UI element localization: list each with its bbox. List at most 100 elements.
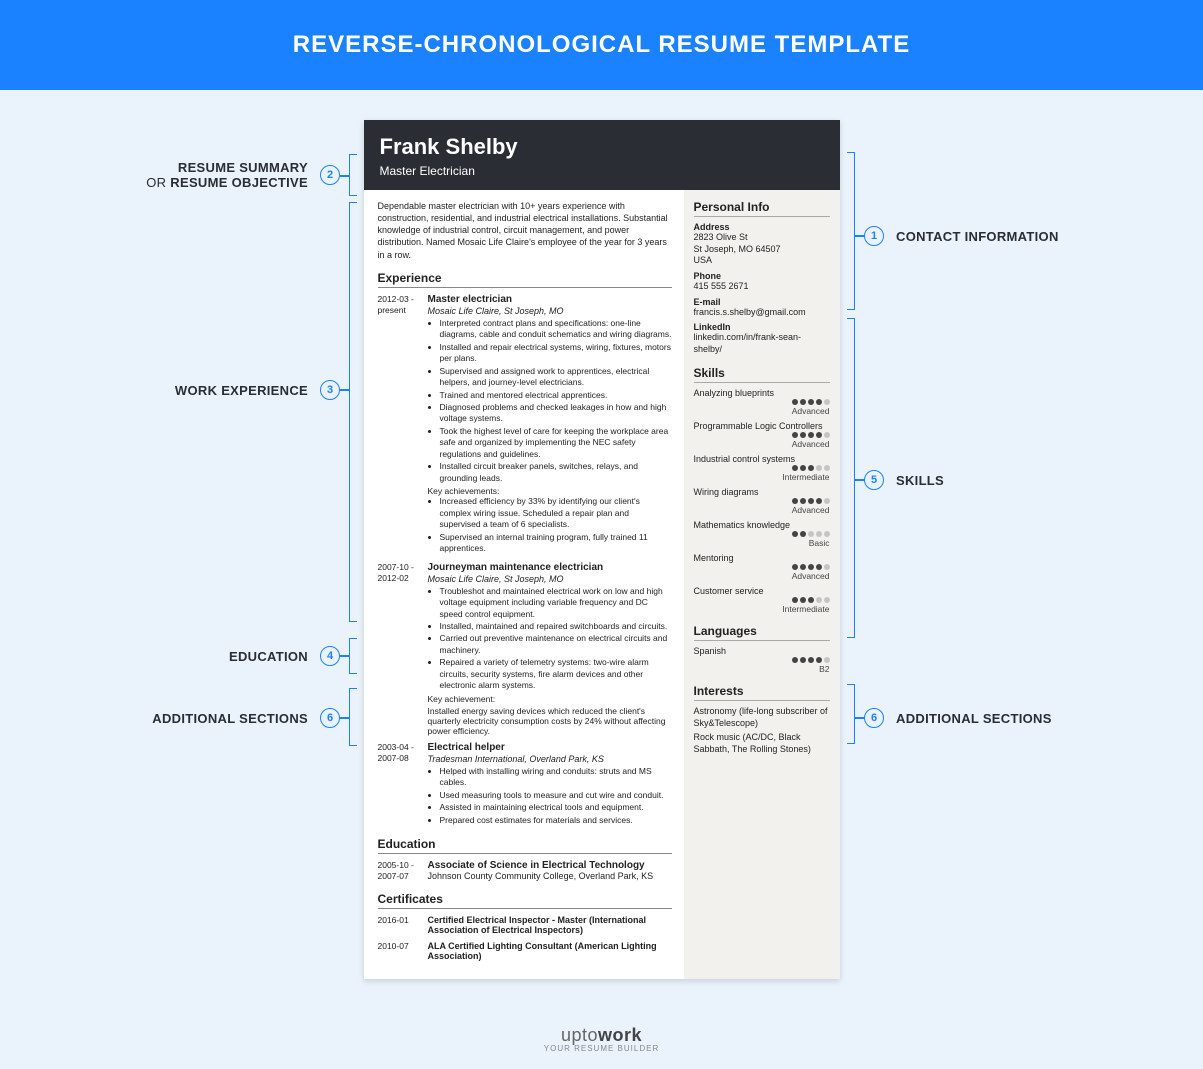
- callout-additional-l-label: ADDITIONAL SECTIONS: [152, 711, 308, 726]
- edu-dates: 2005-10 - 2007-07: [378, 860, 428, 882]
- interest-item: Astronomy (life-long subscriber of Sky&T…: [694, 706, 830, 729]
- cert-text: Certified Electrical Inspector - Master …: [428, 915, 672, 935]
- skill-level: Intermediate: [694, 472, 830, 482]
- exp-bullet: Used measuring tools to measure and cut …: [440, 790, 672, 801]
- dot-icon: [824, 498, 830, 504]
- skill-dots: [694, 498, 830, 504]
- exp-body: Electrical helperTradesman International…: [428, 742, 672, 827]
- skill-level: Advanced: [694, 439, 830, 449]
- exp-bullet: Prepared cost estimates for materials an…: [440, 815, 672, 826]
- skill-dots: [694, 657, 830, 663]
- exp-bullet: Installed circuit breaker panels, switch…: [440, 461, 672, 484]
- dot-icon: [808, 657, 814, 663]
- exp-dates: 2007-10 - 2012-02: [378, 562, 428, 736]
- skill-level: Advanced: [694, 406, 830, 416]
- skill-name: Industrial control systems: [694, 454, 830, 464]
- skill-level: Advanced: [694, 505, 830, 515]
- pi-address-2: St Joseph, MO 64507: [694, 244, 830, 256]
- skill-name: Spanish: [694, 646, 830, 656]
- pi-phone: 415 555 2671: [694, 281, 830, 293]
- education-list: 2005-10 - 2007-07Associate of Science in…: [378, 860, 672, 882]
- bracket-add-r: [847, 684, 855, 744]
- key-label: Key achievement:: [428, 694, 672, 704]
- experience-item: 2007-10 - 2012-02Journeyman maintenance …: [378, 562, 672, 736]
- cert-date: 2016-01: [378, 915, 428, 935]
- exp-bullet: Interpreted contract plans and specifica…: [440, 318, 672, 341]
- dot-icon: [824, 657, 830, 663]
- skill-level: Advanced: [694, 571, 830, 581]
- exp-bullet: Took the highest level of care for keepi…: [440, 426, 672, 460]
- bracket-contact: [847, 152, 855, 310]
- key-bullet: Increased efficiency by 33% by identifyi…: [440, 496, 672, 530]
- bracket-work: [349, 202, 357, 622]
- dot-icon: [792, 564, 798, 570]
- callout-skills: 5 SKILLS: [864, 470, 1124, 490]
- exp-body: Journeyman maintenance electricianMosaic…: [428, 562, 672, 736]
- callout-contact-label: CONTACT INFORMATION: [896, 229, 1059, 244]
- skill-dots: [694, 564, 830, 570]
- callout-additional-r-label: ADDITIONAL SECTIONS: [896, 711, 1052, 726]
- dot-icon: [824, 597, 830, 603]
- exp-dates: 2012-03 - present: [378, 294, 428, 556]
- skill-item: Programmable Logic ControllersAdvanced: [694, 421, 830, 449]
- callout-num-6l: 6: [320, 708, 340, 728]
- cert-date: 2010-07: [378, 941, 428, 961]
- dot-icon: [808, 597, 814, 603]
- bracket-add-l: [349, 688, 357, 746]
- section-skills: Skills: [694, 366, 830, 383]
- dot-icon: [792, 531, 798, 537]
- section-experience: Experience: [378, 271, 672, 288]
- exp-bullet: Supervised and assigned work to apprenti…: [440, 366, 672, 389]
- dot-icon: [808, 399, 814, 405]
- languages-list: SpanishB2: [694, 646, 830, 674]
- conn-edu: [340, 655, 349, 657]
- bracket-summary: [349, 154, 357, 196]
- exp-dates: 2003-04 - 2007-08: [378, 742, 428, 827]
- skill-item: Customer serviceIntermediate: [694, 586, 830, 614]
- skill-name: Customer service: [694, 586, 830, 596]
- dot-icon: [816, 564, 822, 570]
- exp-bullet: Trained and mentored electrical apprenti…: [440, 390, 672, 401]
- dot-icon: [792, 432, 798, 438]
- exp-bullets: Helped with installing wiring and condui…: [428, 766, 672, 826]
- bracket-skills: [847, 318, 855, 638]
- certificates-list: 2016-01Certified Electrical Inspector - …: [378, 915, 672, 961]
- exp-bullet: Repaired a variety of telemetry systems:…: [440, 657, 672, 691]
- callout-num-1: 1: [864, 226, 884, 246]
- dot-icon: [800, 399, 806, 405]
- interests-list: Astronomy (life-long subscriber of Sky&T…: [694, 706, 830, 756]
- exp-bullets: Interpreted contract plans and specifica…: [428, 318, 672, 485]
- skill-item: SpanishB2: [694, 646, 830, 674]
- dot-icon: [800, 432, 806, 438]
- skill-dots: [694, 399, 830, 405]
- dot-icon: [792, 657, 798, 663]
- resume: Frank Shelby Master Electrician Dependab…: [364, 120, 840, 979]
- dot-icon: [792, 465, 798, 471]
- skill-name: Mathematics knowledge: [694, 520, 830, 530]
- footer-brand: uptowork: [0, 1025, 1203, 1046]
- stage: RESUME SUMMARY OR RESUME OBJECTIVE 2 WOR…: [0, 90, 1203, 1019]
- conn-add-r: [855, 717, 864, 719]
- callout-summary-l1: RESUME SUMMARY: [146, 160, 308, 175]
- dot-icon: [792, 597, 798, 603]
- skill-name: Mentoring: [694, 553, 830, 563]
- dot-icon: [808, 564, 814, 570]
- dot-icon: [800, 564, 806, 570]
- skill-name: Wiring diagrams: [694, 487, 830, 497]
- dot-icon: [808, 432, 814, 438]
- exp-company: Mosaic Life Claire, St Joseph, MO: [428, 306, 672, 316]
- exp-role: Electrical helper: [428, 742, 672, 753]
- experience-list: 2012-03 - presentMaster electricianMosai…: [378, 294, 672, 827]
- callout-num-2: 2: [320, 165, 340, 185]
- key-bullets: Increased efficiency by 33% by identifyi…: [428, 496, 672, 554]
- dot-icon: [800, 465, 806, 471]
- callout-num-4: 4: [320, 646, 340, 666]
- exp-bullet: Installed, maintained and repaired switc…: [440, 621, 672, 632]
- experience-item: 2012-03 - presentMaster electricianMosai…: [378, 294, 672, 556]
- pi-address-label: Address: [694, 222, 830, 232]
- pi-email-label: E-mail: [694, 297, 830, 307]
- dot-icon: [816, 465, 822, 471]
- skill-name: Analyzing blueprints: [694, 388, 830, 398]
- callout-work-label: WORK EXPERIENCE: [175, 383, 308, 398]
- skill-dots: [694, 432, 830, 438]
